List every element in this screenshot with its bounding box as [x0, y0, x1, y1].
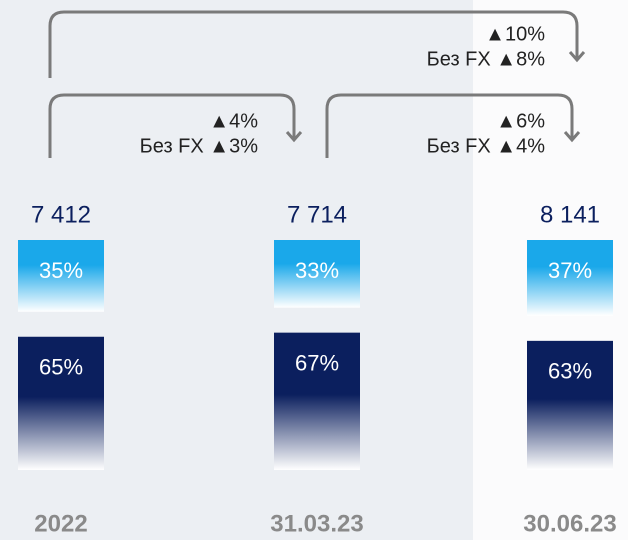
- arrow-head: [568, 51, 586, 63]
- bar-segment: [527, 340, 613, 470]
- annotation-text: Без FX ▲8%: [427, 48, 546, 70]
- segment-label: 35%: [39, 258, 83, 283]
- total-label: 7 714: [287, 201, 347, 228]
- category-label: 30.06.23: [523, 510, 616, 537]
- arrow: [48, 10, 579, 78]
- arrow: [48, 93, 296, 158]
- annotation-text: ▲10%: [485, 23, 545, 45]
- arrow-head: [285, 131, 303, 143]
- arrow-head: [563, 131, 581, 143]
- bar-segment: [274, 240, 360, 308]
- annotation-text: Без FX ▲4%: [427, 135, 546, 157]
- arrow: [325, 93, 574, 158]
- bar-segment: [527, 240, 613, 316]
- bar-segment: [18, 336, 104, 470]
- total-label: 8 141: [540, 201, 600, 228]
- bar-segment: [274, 332, 360, 470]
- annotation-text: ▲6%: [496, 110, 545, 132]
- annotation-text: ▲4%: [209, 110, 258, 132]
- segment-label: 63%: [548, 359, 592, 384]
- total-label: 7 412: [31, 201, 91, 228]
- segment-label: 67%: [295, 350, 339, 375]
- category-label: 31.03.23: [270, 510, 363, 537]
- segment-label: 65%: [39, 355, 83, 380]
- annotation-text: Без FX ▲3%: [140, 135, 259, 157]
- segment-label: 33%: [295, 258, 339, 283]
- segment-label: 37%: [548, 258, 592, 283]
- category-label: 2022: [34, 510, 87, 537]
- bar-segment: [18, 240, 104, 312]
